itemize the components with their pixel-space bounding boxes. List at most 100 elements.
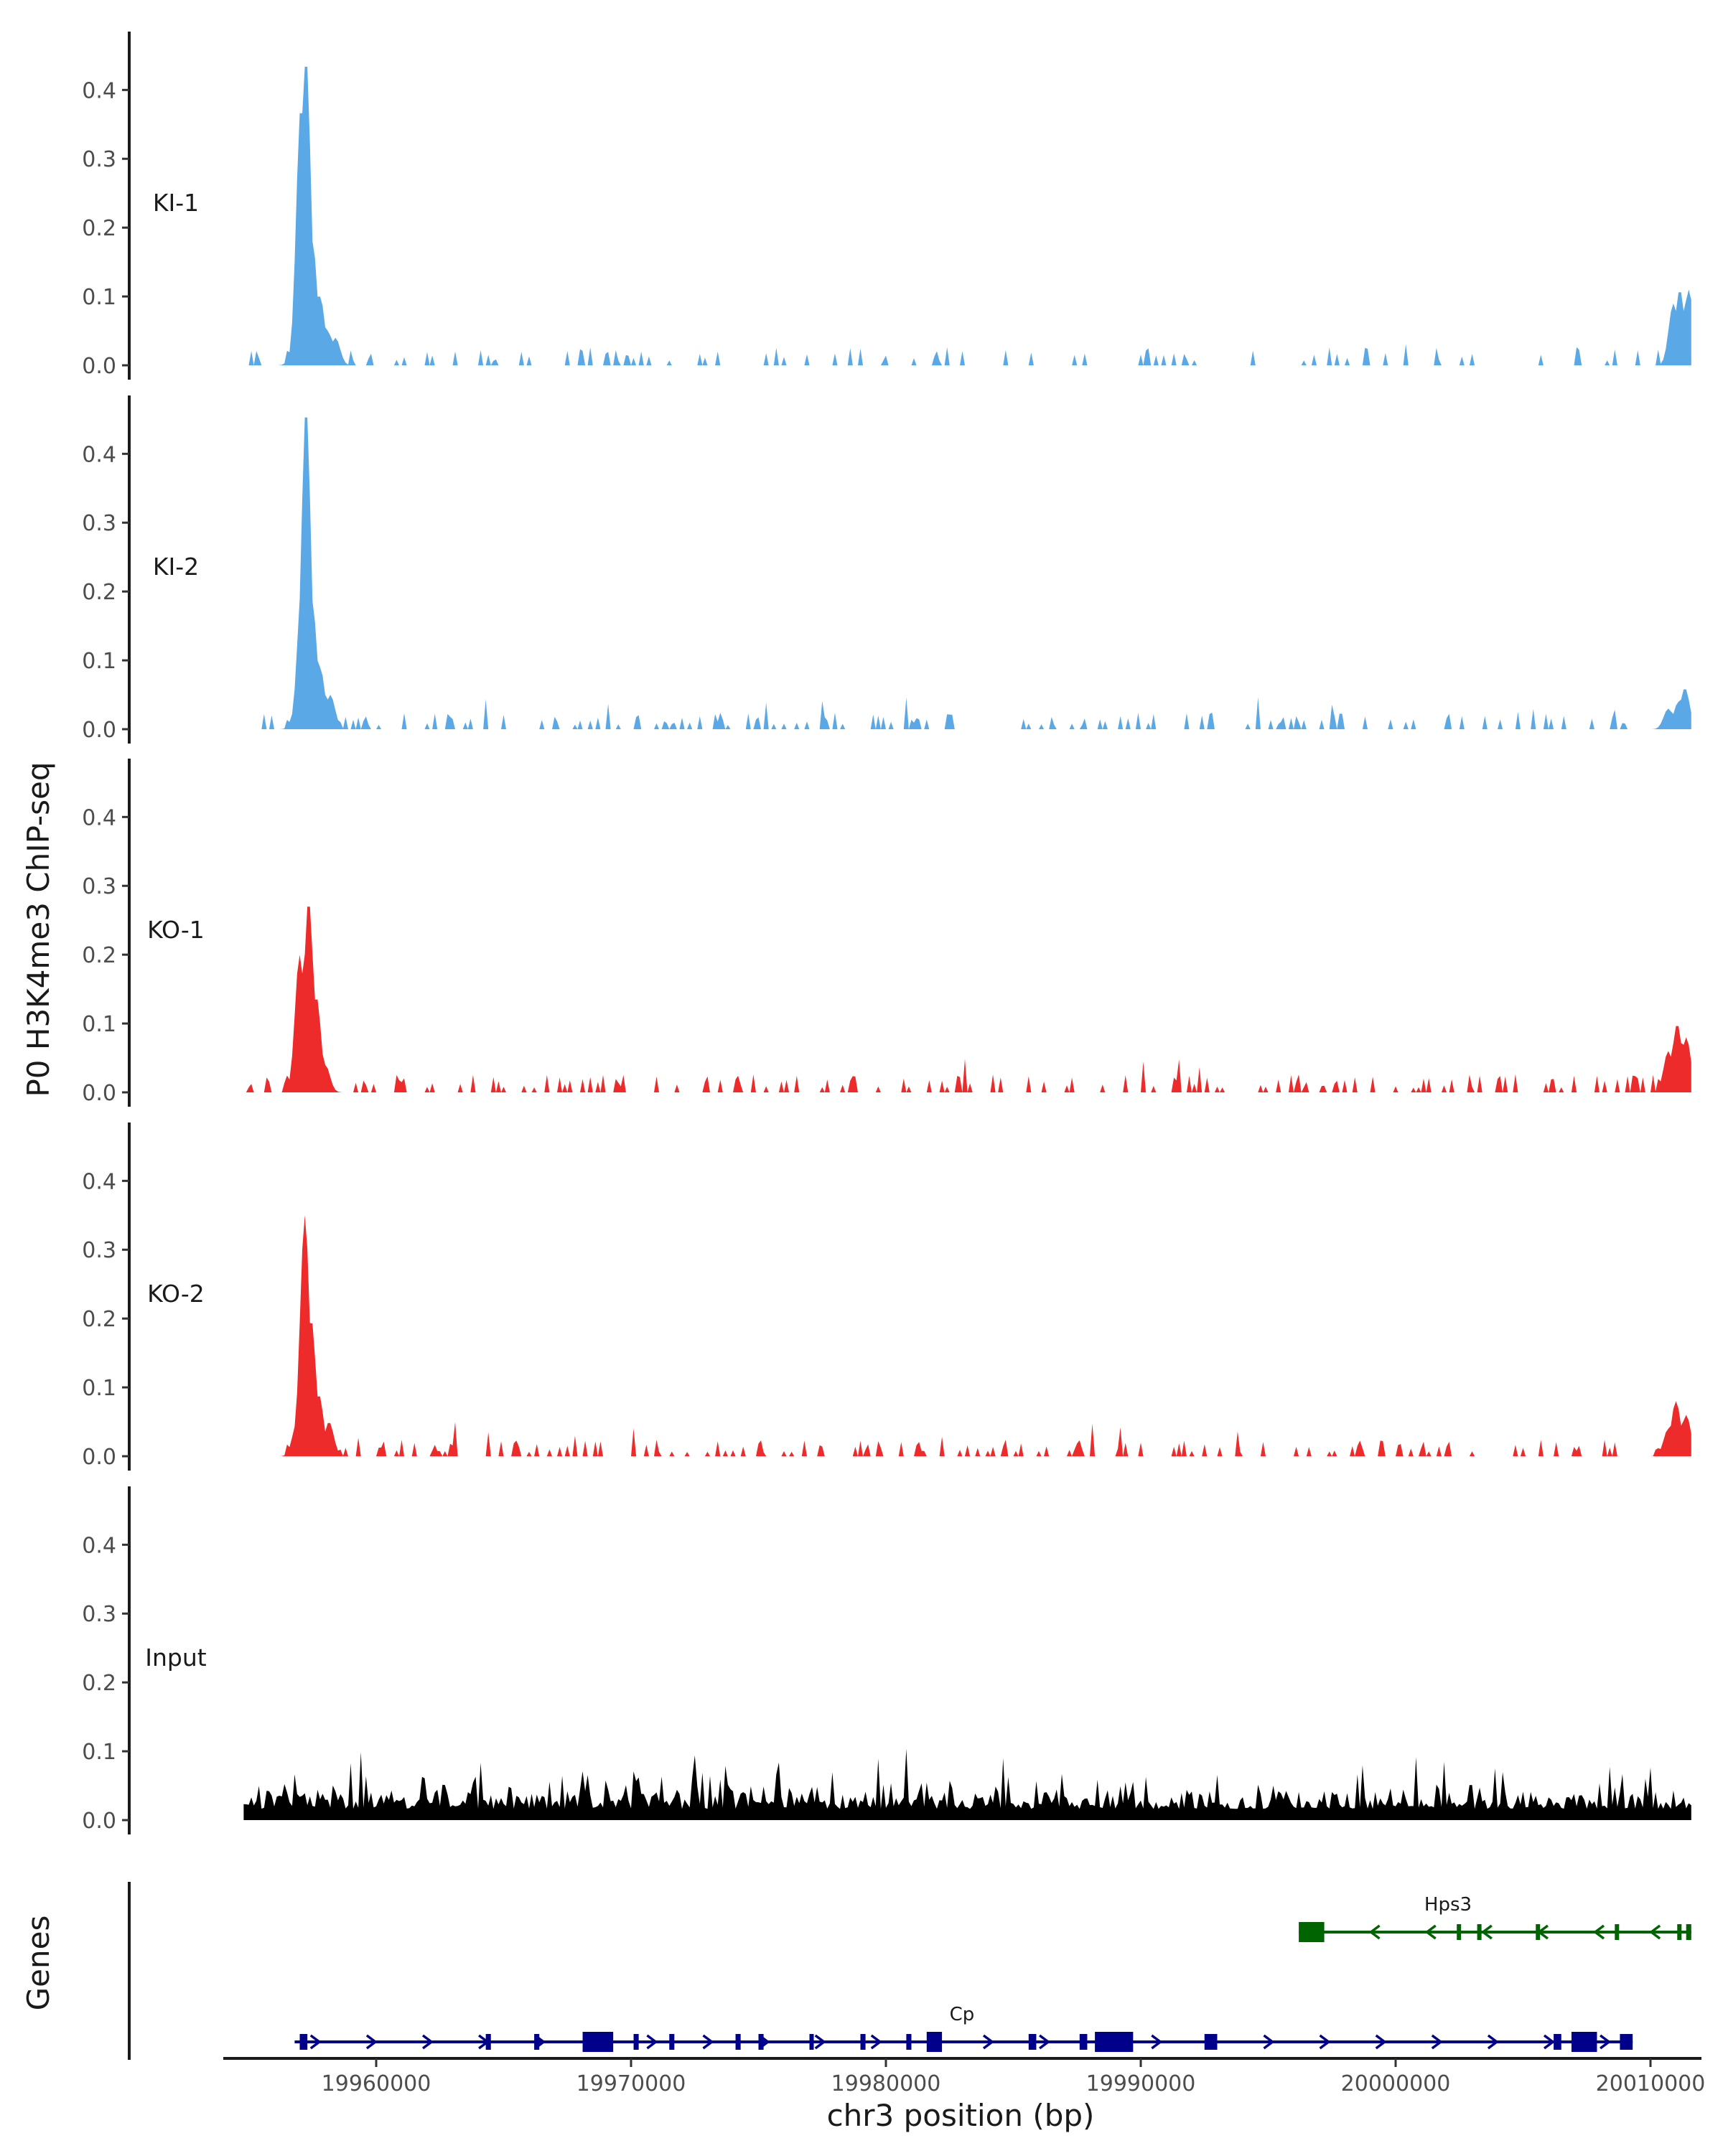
y-tick-label: 0.3 [82,1602,116,1627]
strand-arrow [1543,2034,1555,2050]
x-axis: 19960000 19970000 19980000 19990000 20000000… [223,2057,1706,2096]
strand-arrow [1649,1924,1661,1940]
exon-block [582,2032,614,2052]
x-axis-title: chr3 position (bp) [827,2098,1095,2133]
strand-arrow [702,2034,714,2050]
x-tick-label: 19970000 [576,2071,686,2096]
y-tick-label: 0.3 [82,511,116,536]
y-tick-label: 0.0 [82,1809,116,1834]
exon-block [906,2034,912,2050]
signal-area-ko-1 [243,906,1691,1092]
y-tick-label: 0.1 [82,285,116,310]
y-tick-label: 0.4 [82,442,116,467]
track-panel-input: 0.0 0.1 0.2 0.3 0.4 Input [82,1486,1691,1834]
exon-block [1615,1924,1620,1940]
x-tick-label: 20010000 [1596,2071,1706,2096]
exon-block [1554,2034,1561,2050]
track-label-ko-1: KO-1 [147,916,205,944]
exon-block [534,2034,540,2050]
strand-arrow [1424,1924,1437,1940]
exon-block [669,2034,675,2050]
track-panel-ki-1: 0.0 0.1 0.2 0.3 0.4 KI-1 [82,32,1691,380]
tracks-layer: 0.00.10.20.30.4KI-10.00.10.20.30.4KI-20.… [82,32,1691,1834]
exon-block [809,2034,814,2050]
signal-area-input [243,1748,1691,1820]
x-tick-label: 20000000 [1341,2071,1451,2096]
y-tick-label: 0.1 [82,1012,116,1037]
gene-model-cp: Cp [294,2004,1633,2052]
strand-arrow [1600,2034,1612,2050]
track-panel-ko-2: 0.0 0.1 0.2 0.3 0.4 KO-2 [82,1122,1691,1471]
gene-label-hps3: Hps3 [1424,1894,1472,1916]
exon-block [1536,1924,1541,1940]
y-tick-label: 0.3 [82,147,116,172]
y-tick-label: 0.2 [82,580,116,605]
strand-arrow [1151,2034,1163,2050]
exon-block [1204,2034,1218,2050]
exon-block [1571,2032,1597,2052]
genes-layer: Hps3 Cp [128,1882,1691,2060]
y-tick-label: 0.4 [82,78,116,103]
strand-arrow [814,2034,826,2050]
track-panel-ko-1: 0.0 0.1 0.2 0.3 0.4 KO-1 [82,759,1691,1107]
exon-block [1677,1924,1682,1940]
exon-block [1028,2034,1037,2050]
strand-arrow [646,2034,658,2050]
strand-arrow [421,2034,434,2050]
exon-block [299,2034,308,2050]
y-tick-label: 0.1 [82,1376,116,1401]
strand-arrow [870,2034,882,2050]
y-tick-label: 0.2 [82,216,116,241]
track-label-input: Input [145,1644,207,1672]
y-tick-label: 0.0 [82,718,116,743]
exon-block [1686,1924,1691,1940]
gene-model-hps3: Hps3 [1299,1894,1691,1942]
y-tick-label: 0.0 [82,1445,116,1470]
exon-block [1079,2034,1088,2050]
track-label-ki-2: KI-2 [153,553,199,581]
gene-label-cp: Cp [950,2004,975,2025]
y-tick-label: 0.0 [82,1081,116,1106]
exon-block [1299,1922,1325,1942]
exon-block [1457,1924,1462,1940]
track-label-ki-1: KI-1 [153,189,199,217]
strand-arrow [1480,1924,1493,1940]
x-tick-label: 19960000 [322,2071,431,2096]
y-tick-label: 0.2 [82,1307,116,1332]
y-tick-label: 0.0 [82,354,116,379]
y-tick-label: 0.3 [82,1238,116,1263]
strand-arrow [365,2034,378,2050]
genes-axis-title: Genes [21,1916,56,2011]
strand-arrow [982,2034,994,2050]
exon-block [735,2034,741,2050]
y-tick-label: 0.2 [82,1671,116,1696]
exon-block [485,2034,491,2050]
strand-arrow [1263,2034,1275,2050]
y-tick-label: 0.4 [82,805,116,830]
exon-block [758,2034,764,2050]
signal-area-ki-1 [243,67,1691,365]
x-tick-label: 19990000 [1086,2071,1196,2096]
x-tick-label: 19980000 [831,2071,941,2096]
exon-block [926,2032,943,2052]
exon-block [1620,2034,1633,2050]
y-tick-label: 0.2 [82,943,116,968]
strand-arrow [1319,2034,1331,2050]
exon-block [1477,1924,1482,1940]
strand-arrow [1368,1924,1381,1940]
strand-arrow [1431,2034,1443,2050]
track-label-ko-2: KO-2 [147,1280,205,1308]
y-tick-label: 0.4 [82,1533,116,1558]
strand-arrow [309,2034,322,2050]
y-tick-label: 0.1 [82,649,116,674]
signal-area-ki-2 [243,417,1691,729]
y-tick-label: 0.1 [82,1740,116,1765]
exon-block [1095,2032,1134,2052]
signal-area-ko-2 [243,1215,1691,1456]
y-axis-title: P0 H3K4me3 ChIP-seq [21,761,56,1097]
exon-block [633,2034,639,2050]
track-panel-ki-2: 0.0 0.1 0.2 0.3 0.4 KI-2 [82,395,1691,744]
strand-arrow [1487,2034,1499,2050]
